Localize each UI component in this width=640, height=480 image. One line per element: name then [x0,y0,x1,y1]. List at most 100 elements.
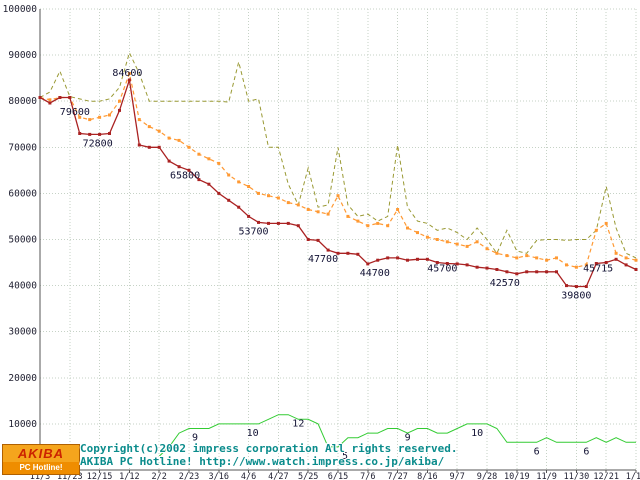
data-point-marker [88,132,92,136]
data-point-marker [127,78,131,82]
data-point-marker [495,268,499,271]
data-point-marker [326,212,330,216]
data-point-marker [376,258,380,262]
data-point-marker [535,270,539,274]
data-point-marker [485,266,489,270]
y-tick-label: 90000 [8,50,37,61]
data-point-marker [108,113,111,117]
copyright-footer: Copyright(c)2002 impress corporation All… [80,442,458,468]
data-point-marker [48,101,52,105]
data-label: 44700 [360,268,390,279]
data-point-marker [217,191,221,195]
data-point-marker [594,228,598,232]
data-point-marker [78,132,82,135]
data-point-marker [177,165,181,169]
data-point-marker [217,161,221,165]
x-tick-label: 4/6 [241,472,256,480]
x-tick-label: 10/19 [504,472,530,480]
data-point-marker [425,235,429,239]
y-tick-label: 60000 [8,188,37,199]
data-labels: 79600 72800 84600 65800 53700 47700 44700 45700… [60,68,613,462]
data-label: 12 [292,419,304,430]
data-point-marker [286,221,290,225]
x-tick-label: 2/2 [152,472,167,480]
data-point-marker [505,270,509,274]
x-tick-label: 7/6 [360,472,375,480]
data-point-marker [257,220,260,224]
data-label: 72800 [83,138,113,149]
data-point-marker [584,285,588,288]
data-point-marker [624,263,628,267]
data-point-marker [118,99,121,103]
data-point-marker [147,125,151,129]
data-label: 45715 [583,263,613,274]
data-point-marker [565,263,568,267]
data-point-marker [435,238,439,241]
data-label: 47700 [308,254,338,265]
x-tick-label: 12/21 [593,472,619,480]
series-lowest-price-line [38,78,638,288]
data-point-marker [68,96,72,99]
data-point-marker [207,182,211,186]
y-tick-label: 70000 [8,142,37,153]
data-point-marker [197,178,201,182]
data-label: 79600 [60,107,90,118]
data-point-marker [445,240,449,244]
data-label: 84600 [112,68,142,79]
y-tick-label: 20000 [8,373,37,384]
x-tick-label: 5/25 [298,472,318,480]
data-point-marker [326,248,330,252]
data-point-marker [445,262,449,265]
data-point-marker [197,152,201,156]
x-tick-label: 1/12 [119,472,139,480]
x-tick-label: 2/23 [179,472,199,480]
data-label: 10 [247,428,259,439]
data-point-marker [515,256,519,260]
y-tick-label: 80000 [8,96,37,107]
y-tick-label: 30000 [8,327,37,338]
data-point-marker [336,194,340,198]
series-highest-price-line [39,51,637,259]
data-point-marker [416,257,419,261]
data-point-marker [157,129,161,133]
series-shop-count-line [158,414,636,457]
x-tick-label: 9/7 [450,472,465,480]
data-label: 10 [471,428,483,439]
akiba-logo-subtitle: PC Hotline! [3,462,79,474]
data-point-marker [406,258,409,262]
x-tick-label: 11/23 [57,472,83,480]
data-point-marker [356,252,360,256]
data-label: 6 [583,446,589,457]
data-point-marker [435,261,439,264]
x-tick-label: 11/3 [30,472,50,480]
data-label: 42570 [490,278,520,289]
y-tick-label: 50000 [8,235,37,246]
x-tick-label: 1/18 [626,472,640,480]
data-point-marker [177,138,181,142]
data-point-marker [346,251,350,255]
data-label: 53700 [238,226,268,237]
data-point-marker [38,96,42,99]
data-point-marker [565,284,568,288]
data-point-marker [396,256,400,260]
data-point-marker [535,256,539,260]
data-point-marker [614,251,618,255]
x-tick-label: 12/15 [87,472,113,480]
data-point-marker [286,201,290,205]
site-url-text: AKIBA PC Hotline! http://www.watch.impre… [80,455,445,468]
data-point-marker [316,238,320,242]
data-label: 65800 [170,171,200,182]
data-point-marker [495,251,499,255]
data-label: 45700 [427,263,457,274]
data-point-marker [187,145,191,149]
data-point-marker [634,268,638,271]
x-tick-label: 9/28 [477,472,497,480]
data-point-marker [257,191,260,195]
data-point-marker [247,185,251,188]
data-point-marker [366,262,370,266]
data-point-marker [465,244,469,248]
data-point-marker [108,132,111,135]
data-point-marker [525,254,529,258]
data-point-marker [78,115,82,119]
